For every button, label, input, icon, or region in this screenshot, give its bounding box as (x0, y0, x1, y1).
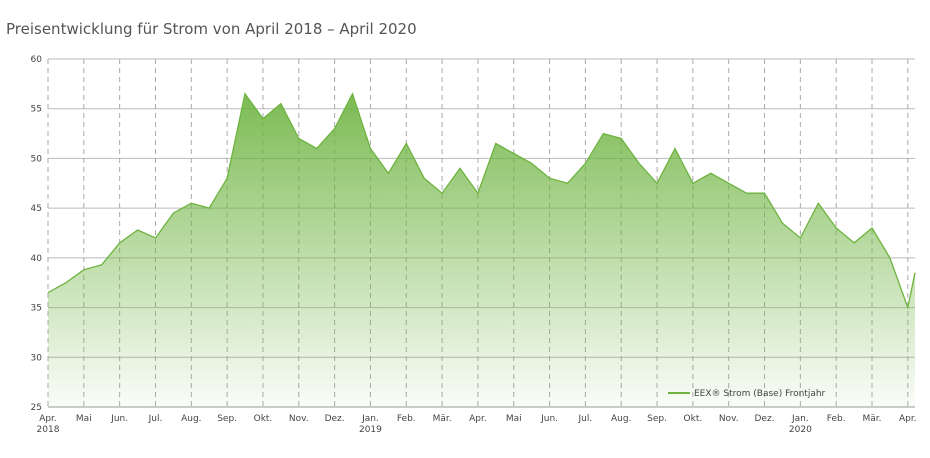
x-tick-label: Sep. (647, 414, 667, 424)
x-tick-label: Nov. (719, 414, 739, 424)
legend-label: EEX® Strom (Base) Frontjahr (694, 389, 826, 399)
x-tick-label: Mai (506, 414, 522, 424)
x-tick-label: Jun. (110, 414, 128, 424)
x-tick-label: Jan. 2019 (359, 414, 382, 435)
x-tick-label: Mär. (863, 414, 882, 424)
line (47, 92, 916, 310)
x-tick-label: Dez. (754, 414, 774, 424)
y-tick-label: 25 (31, 403, 42, 413)
y-tick-label: 35 (31, 304, 42, 314)
y-tick-label: 45 (31, 204, 42, 214)
x-tick-label: Jan. 2020 (789, 414, 812, 435)
x-tick-label: Jul. (578, 414, 593, 424)
chart-title: Preisentwicklung für Strom von April 201… (6, 20, 417, 38)
x-tick-label: Aug. (611, 414, 631, 424)
y-tick-label: 60 (31, 55, 43, 65)
x-tick-label: Jul. (148, 414, 163, 424)
x-tick-label: Jun. (540, 414, 558, 424)
x-tick-label: Apr. (899, 414, 917, 424)
y-tick-label: 40 (31, 254, 43, 264)
y-tick-label: 30 (31, 353, 43, 363)
x-tick-label: Nov. (289, 414, 309, 424)
x-tick-label: Mai (76, 414, 92, 424)
x-tick-label: Feb. (397, 414, 416, 424)
x-tick-label: Apr. (469, 414, 487, 424)
y-tick-label: 50 (31, 154, 43, 164)
y-tick-label: 55 (31, 105, 42, 115)
x-tick-label: Dez. (325, 414, 345, 424)
x-tick-label: Okt. (684, 414, 703, 424)
x-tick-label: Okt. (254, 414, 273, 424)
x-tick-label: Feb. (827, 414, 846, 424)
x-tick-label: Mär. (433, 414, 452, 424)
area (48, 93, 915, 408)
x-tick-label: Apr. 2018 (37, 414, 60, 435)
x-tick-label: Sep. (217, 414, 237, 424)
x-tick-label: Aug. (181, 414, 201, 424)
